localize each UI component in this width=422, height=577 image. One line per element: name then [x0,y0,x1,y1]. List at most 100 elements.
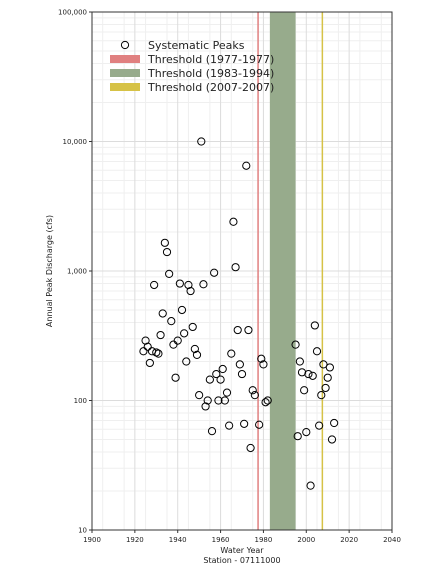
data-point [214,396,223,405]
x-tick-label: 2040 [383,536,401,544]
data-point [293,432,302,441]
data-point [218,364,227,374]
legend-marker-systematic-peaks [120,40,130,50]
data-point [173,336,182,345]
data-point [325,363,334,372]
data-points [139,137,339,490]
data-point [261,398,270,407]
data-point [190,344,199,354]
data-point [201,402,210,411]
data-point [156,330,165,340]
y-tick-label: 100 [74,397,87,405]
data-point [205,375,214,384]
data-point [250,391,259,400]
data-point [186,286,195,296]
data-point [225,421,234,430]
data-point [222,388,232,397]
y-tick-label: 1,000 [67,268,87,276]
data-point [197,137,206,146]
data-point [171,373,180,382]
data-point [323,373,332,382]
data-point [143,342,152,351]
major-gridlines [92,12,392,530]
x-axis-subtitle: Station - 07111000 [203,556,280,565]
data-point [192,350,202,359]
x-tick-label: 1960 [212,536,230,544]
data-point [180,329,189,338]
data-point [150,280,159,290]
data-point [300,386,309,395]
data-point [310,321,319,330]
data-point [306,481,315,490]
x-tick-label: 1920 [126,536,144,544]
data-point [167,317,176,326]
data-point [233,325,242,335]
data-point [317,391,326,400]
data-point [237,369,247,379]
data-point [188,322,197,332]
data-point [216,375,225,384]
data-point [255,420,264,429]
data-point [195,391,204,400]
y-tick-label: 10,000 [63,138,88,146]
threshold-bands [257,12,324,530]
data-point [246,443,255,453]
data-point [220,396,229,405]
data-point [315,421,324,430]
data-point [235,360,244,369]
threshold-band [269,12,296,530]
data-point [139,347,148,356]
data-point [257,354,266,363]
data-point [169,340,178,349]
legend-label-threshold: Threshold (1977-1977) [147,53,274,66]
data-point [212,369,221,379]
data-point [210,268,219,277]
x-tick-label: 1900 [83,536,101,544]
data-point [175,279,184,288]
data-point [207,427,217,436]
y-axis-label: Annual Peak Discharge (cfs) [45,215,54,327]
data-point [304,369,313,379]
data-point [182,357,191,366]
data-point [154,349,163,358]
data-point [158,309,167,318]
data-point [177,305,187,315]
legend-swatch-threshold [110,83,140,91]
data-point [302,428,311,437]
data-point [291,340,300,349]
x-axis-label: Water Year [220,546,264,555]
data-point [242,161,251,170]
data-point [319,360,328,369]
data-point [263,396,272,405]
legend-label-systematic-peaks: Systematic Peaks [148,39,245,52]
data-point [327,435,337,444]
data-point [227,349,236,358]
legend-label-threshold: Threshold (1983-1994) [147,67,274,80]
y-axis-ticks: 10 100 1,000 10,000 100,000 [58,9,92,535]
data-point [145,358,154,368]
data-point [184,280,193,290]
x-tick-label: 2020 [340,536,358,544]
x-tick-label: 1940 [169,536,187,544]
y-tick-label: 10 [78,527,87,535]
data-point [330,418,339,428]
data-point [248,386,257,395]
data-point [152,348,161,357]
data-point [321,383,330,393]
data-point [160,238,169,247]
data-point [312,347,322,356]
x-tick-label: 2000 [297,536,315,544]
data-point [203,396,212,405]
legend-swatch-threshold [110,69,140,77]
data-point [162,247,172,257]
data-point [165,269,174,278]
data-point [295,357,304,366]
legend-label-threshold: Threshold (2007-2007) [147,81,274,94]
data-point [259,360,268,369]
data-point [244,325,253,335]
data-point [240,419,249,428]
data-point [199,280,208,289]
y-tick-label: 100,000 [58,9,87,17]
